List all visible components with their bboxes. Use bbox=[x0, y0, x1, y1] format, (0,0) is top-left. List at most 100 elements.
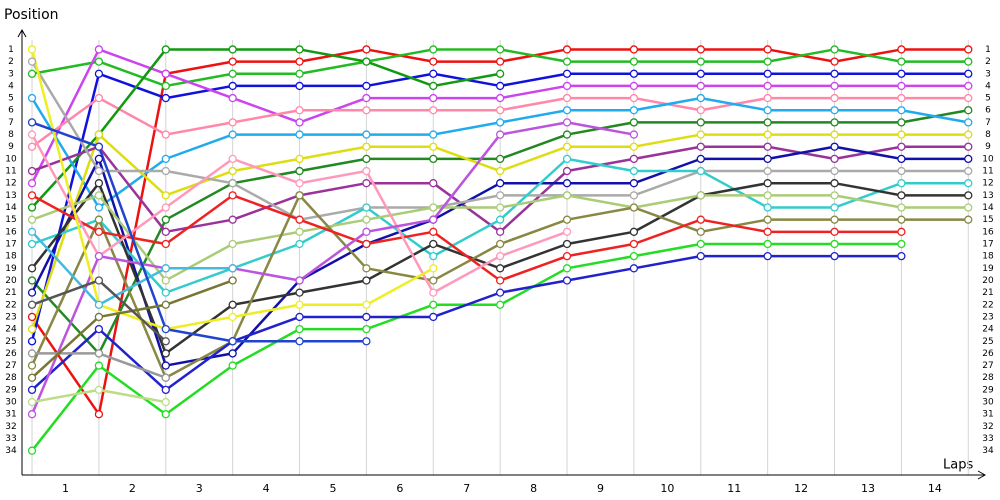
y-tick-label: 1 bbox=[8, 45, 14, 55]
position-marker bbox=[496, 93, 505, 103]
y-tick-label-right: 22 bbox=[982, 300, 993, 310]
position-marker bbox=[161, 300, 170, 309]
position-marker bbox=[763, 154, 772, 164]
position-marker bbox=[562, 227, 572, 236]
x-tick-label: 3 bbox=[196, 482, 203, 495]
position-marker bbox=[429, 239, 438, 249]
position-marker bbox=[161, 410, 170, 419]
x-tick-label: 14 bbox=[928, 482, 942, 495]
position-marker bbox=[94, 385, 104, 395]
position-marker bbox=[161, 264, 170, 273]
y-tick-label: 4 bbox=[8, 81, 14, 91]
position-marker bbox=[27, 239, 37, 249]
position-marker bbox=[696, 191, 705, 200]
position-marker bbox=[964, 130, 973, 139]
position-marker bbox=[429, 276, 438, 285]
position-marker bbox=[161, 276, 170, 285]
position-marker bbox=[830, 239, 839, 249]
y-tick-label: 23 bbox=[5, 312, 16, 322]
position-marker bbox=[562, 57, 572, 66]
y-tick-label-right: 1 bbox=[985, 45, 991, 55]
position-marker bbox=[362, 93, 371, 103]
position-marker bbox=[228, 300, 237, 309]
position-marker bbox=[161, 93, 170, 103]
position-marker bbox=[295, 130, 304, 139]
position-marker bbox=[496, 118, 505, 127]
y-tick-label-right: 27 bbox=[982, 361, 993, 371]
y-tick-label: 5 bbox=[8, 94, 14, 104]
position-marker bbox=[763, 203, 772, 212]
position-marker bbox=[429, 142, 438, 151]
position-marker bbox=[94, 93, 104, 103]
y-tick-label: 16 bbox=[5, 227, 17, 237]
position-marker bbox=[27, 385, 37, 395]
position-marker bbox=[27, 45, 37, 54]
position-marker bbox=[897, 215, 906, 224]
position-marker bbox=[562, 239, 572, 249]
position-marker bbox=[161, 81, 170, 91]
position-marker bbox=[830, 166, 839, 176]
position-marker bbox=[696, 130, 705, 139]
y-tick-label-right: 18 bbox=[982, 252, 994, 262]
position-marker bbox=[27, 130, 37, 139]
position-marker bbox=[362, 166, 371, 176]
position-marker bbox=[496, 166, 505, 176]
position-marker bbox=[763, 251, 772, 261]
position-marker bbox=[763, 130, 772, 139]
position-marker bbox=[27, 324, 37, 334]
position-marker bbox=[362, 154, 371, 164]
y-tick-label: 11 bbox=[5, 167, 16, 177]
position-marker bbox=[897, 191, 906, 200]
position-marker bbox=[696, 215, 705, 224]
position-marker bbox=[763, 179, 772, 188]
position-marker bbox=[496, 130, 505, 139]
position-marker bbox=[295, 154, 304, 164]
position-marker bbox=[496, 227, 505, 236]
position-marker bbox=[161, 373, 170, 382]
position-marker bbox=[228, 215, 237, 224]
x-tick-label: 10 bbox=[660, 482, 674, 495]
position-marker bbox=[429, 203, 438, 212]
position-marker bbox=[562, 142, 572, 151]
position-marker bbox=[429, 57, 438, 66]
position-marker bbox=[161, 324, 170, 334]
position-marker bbox=[763, 106, 772, 115]
position-marker bbox=[763, 57, 772, 66]
position-marker bbox=[696, 239, 705, 249]
position-marker bbox=[27, 166, 37, 176]
position-marker bbox=[562, 251, 572, 261]
position-marker bbox=[27, 373, 37, 382]
position-marker bbox=[295, 57, 304, 66]
position-marker bbox=[94, 312, 104, 322]
position-marker bbox=[27, 203, 37, 212]
position-marker bbox=[295, 288, 304, 297]
y-tick-label: 2 bbox=[8, 57, 14, 67]
position-marker bbox=[228, 361, 237, 370]
position-marker bbox=[629, 203, 639, 212]
position-marker bbox=[964, 93, 973, 103]
position-marker bbox=[964, 203, 973, 212]
x-tick-label: 13 bbox=[861, 482, 875, 495]
position-marker bbox=[629, 239, 639, 249]
position-marker bbox=[429, 288, 438, 297]
position-marker bbox=[27, 142, 37, 151]
position-marker bbox=[94, 154, 104, 164]
position-marker bbox=[295, 215, 304, 224]
y-axis-arrow bbox=[17, 28, 27, 38]
position-marker bbox=[94, 45, 104, 54]
position-marker bbox=[362, 337, 371, 346]
y-tick-label: 21 bbox=[5, 288, 16, 298]
position-marker bbox=[496, 251, 505, 261]
y-tick-label: 15 bbox=[5, 215, 16, 225]
position-marker bbox=[629, 57, 639, 66]
position-marker bbox=[696, 106, 705, 115]
position-marker bbox=[295, 118, 304, 127]
x-tick-label: 2 bbox=[129, 482, 136, 495]
position-marker bbox=[496, 154, 505, 164]
position-marker bbox=[562, 130, 572, 139]
position-marker bbox=[228, 154, 237, 164]
y-tick-label: 14 bbox=[5, 203, 17, 213]
y-tick-label: 18 bbox=[5, 252, 17, 262]
position-marker bbox=[295, 324, 304, 334]
position-marker bbox=[429, 81, 438, 91]
